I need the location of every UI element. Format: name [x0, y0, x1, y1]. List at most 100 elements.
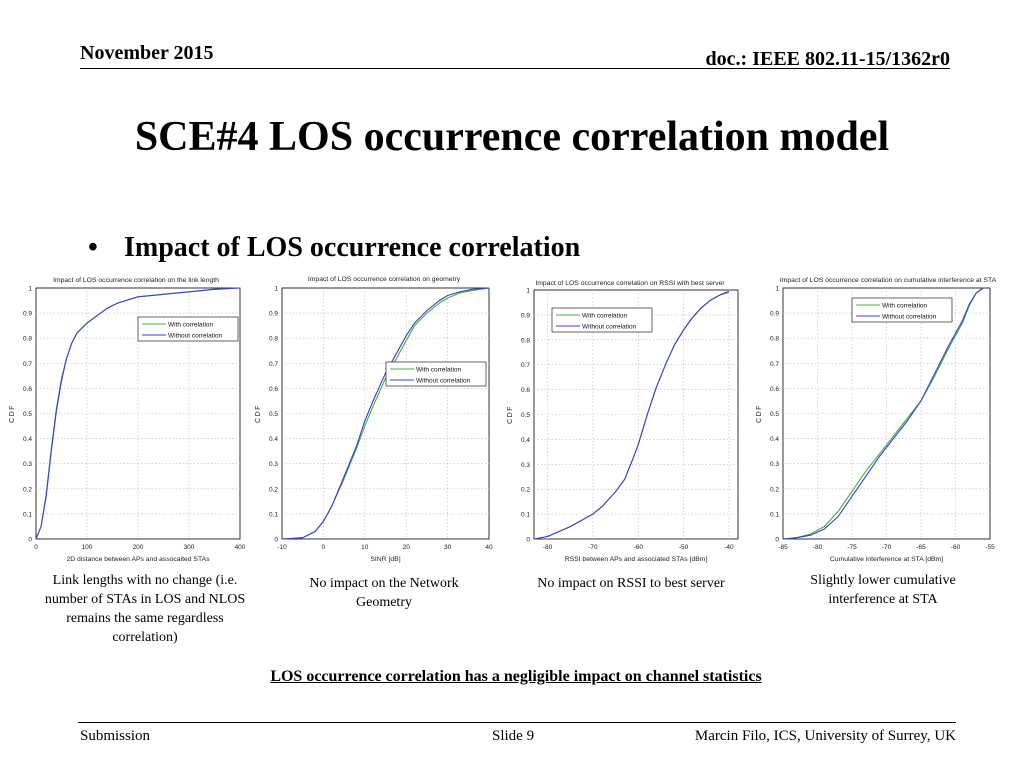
series-without-correlation	[533, 290, 730, 540]
conclusion-text: LOS occurrence correlation has a negligi…	[270, 668, 762, 685]
x-tick-label: 10	[361, 544, 369, 551]
chart-title: Impact of LOS occurrence correlation on …	[53, 277, 219, 284]
chart-svg: 0 0.1 0.2 0.3 0.4 0.5 0.6 0.7 0.8 0.9 1 0 100 200 300 4…	[9, 277, 246, 563]
caption-geometry: No impact on the Network Geometry	[309, 576, 459, 610]
y-tick-label: 0	[28, 537, 32, 544]
y-tick-label: 0.5	[770, 411, 779, 418]
chart-title: Impact of LOS occurrence correlation on …	[535, 280, 725, 287]
y-tick-label: 0.3	[269, 461, 278, 468]
legend-label: With correlation	[168, 321, 214, 328]
legend-label: With correlation	[416, 366, 462, 373]
chart-svg: 00.10.20.30.40.50.60.70.80.91-10 0 10 20 30 4…	[255, 276, 493, 563]
y-tick-label: 0.7	[521, 362, 530, 369]
y-tick-label: 0.8	[23, 336, 32, 343]
x-tick-label: 40	[485, 544, 493, 551]
footer-author: Marcin Filo, ICS, University of Surrey, …	[694, 728, 956, 744]
x-tick-label: 20	[403, 544, 411, 551]
x-tick-label: -60	[951, 544, 961, 551]
y-tick-label: 0.7	[269, 361, 278, 368]
y-tick-label: 0.7	[23, 361, 32, 368]
chart-rssi: 0 0.1 0.2 0.3 0.4 0.5 0.6 0.7 0.8 0.9 1 -80 -70 -60 -5…	[500, 268, 750, 568]
x-tick-label: -60	[634, 544, 644, 551]
x-tick-label: -80	[813, 544, 823, 551]
chart-interference: 0 0.1 0.2 0.3 0.4 0.5 0.6 0.7 0.8 0.9 1 -85 -80 -75 -7…	[750, 268, 1024, 568]
x-tick-label: -70	[588, 544, 598, 551]
legend-label: Without correlation	[582, 323, 637, 330]
y-tick-label: 0.1	[269, 511, 278, 518]
chart-link-length: 0 0.1 0.2 0.3 0.4 0.5 0.6 0.7 0.8 0.9 1 0 100 200 300 4…	[0, 268, 250, 568]
y-axis-label: CDF	[9, 404, 16, 423]
series-with-correlation	[782, 287, 984, 540]
x-tick-label: 0	[34, 544, 38, 551]
y-tick-label: 0.6	[269, 386, 278, 393]
chart-svg: 0 0.1 0.2 0.3 0.4 0.5 0.6 0.7 0.8 0.9 1 -85 -80 -75 -7…	[756, 277, 997, 563]
footer-submission: Submission	[80, 728, 151, 744]
y-tick-label: 0.4	[770, 436, 779, 443]
x-tick-label: -70	[882, 544, 892, 551]
y-tick-label: 0.5	[23, 411, 32, 418]
y-tick-label: 0.8	[521, 337, 530, 344]
series-without-correlation	[281, 287, 490, 540]
legend-label: Without correlation	[416, 377, 471, 384]
y-tick-label: 0.4	[269, 436, 278, 443]
y-tick-label: 0.2	[269, 486, 278, 493]
legend-box	[137, 316, 239, 342]
y-tick-label: 0.1	[770, 511, 779, 518]
series-without-correlation	[35, 287, 241, 540]
y-tick-label: 0.3	[23, 461, 32, 468]
y-tick-label: 0.8	[269, 336, 278, 343]
header-date: November 2015	[80, 42, 214, 64]
caption-rssi: No impact on RSSI to best server	[537, 576, 725, 591]
chart-title: Impact of LOS occurrence correlation on …	[780, 277, 997, 284]
y-tick-label: 0.1	[521, 512, 530, 519]
y-tick-label: 0.5	[269, 411, 278, 418]
y-tick-label: 1	[526, 288, 530, 295]
bullet-item: • Impact of LOS occurrence correlation	[88, 232, 580, 264]
footer-slide-number: Slide 9	[492, 728, 535, 744]
x-tick-label: -65	[916, 544, 926, 551]
y-tick-label: 0.9	[269, 311, 278, 318]
y-axis-label: CDF	[756, 404, 763, 423]
y-tick-label: 0.4	[23, 436, 32, 443]
y-tick-label: 0.7	[770, 361, 779, 368]
x-tick-label: 200	[133, 544, 144, 551]
x-tick-label: -40	[724, 544, 734, 551]
chart-geometry: 0 0.1 0.2 0.3 0.4 0.5 0.6 0.7 0.8 0.9 1 -10 0 10 20 30 4…	[250, 268, 500, 568]
bullet-dot: •	[88, 232, 98, 263]
y-tick-label: 0	[526, 537, 530, 544]
chart-title: Impact of LOS occurrence correlation on …	[308, 276, 461, 283]
y-tick-label: 0.3	[770, 461, 779, 468]
y-tick-label: 0.9	[521, 312, 530, 319]
x-tick-label: 0	[322, 544, 326, 551]
y-axis-label: CDF	[507, 405, 514, 424]
y-tick-label: 0.9	[23, 311, 32, 318]
x-tick-label: 100	[82, 544, 93, 551]
x-tick-label: -85	[778, 544, 788, 551]
x-axis-label: Cumulative interference at STA [dBm]	[830, 556, 943, 563]
x-tick-label: 300	[184, 544, 195, 551]
legend-label: With correlation	[882, 302, 928, 309]
x-tick-label: 400	[235, 544, 246, 551]
caption-interference: Slightly lower cumulative interference a…	[810, 573, 956, 607]
y-tick-label: 0.1	[23, 511, 32, 518]
legend-box	[551, 307, 653, 333]
y-tick-label: 0	[775, 537, 779, 544]
header-divider	[80, 68, 950, 69]
y-tick-label: 0.2	[770, 486, 779, 493]
series-without-correlation	[782, 287, 984, 540]
x-tick-label: -55	[985, 544, 995, 551]
y-tick-label: 1	[28, 286, 32, 293]
x-axis-label: 2D distance between APs and assocaited S…	[66, 556, 210, 563]
y-tick-label: 0	[274, 537, 278, 544]
bullet-text: Impact of LOS occurrence correlation	[124, 232, 581, 263]
header-doc-id: doc.: IEEE 802.11-15/1362r0	[705, 48, 950, 70]
x-tick-label: 30	[444, 544, 452, 551]
legend-box	[385, 361, 487, 387]
y-tick-label: 0.4	[521, 437, 530, 444]
y-tick-label: 0.3	[521, 462, 530, 469]
y-tick-label: 1	[274, 286, 278, 293]
y-tick-label: 0.6	[521, 387, 530, 394]
footer-divider	[78, 722, 956, 723]
y-axis-label: CDF	[255, 404, 262, 423]
y-tick-label: 0.8	[770, 336, 779, 343]
